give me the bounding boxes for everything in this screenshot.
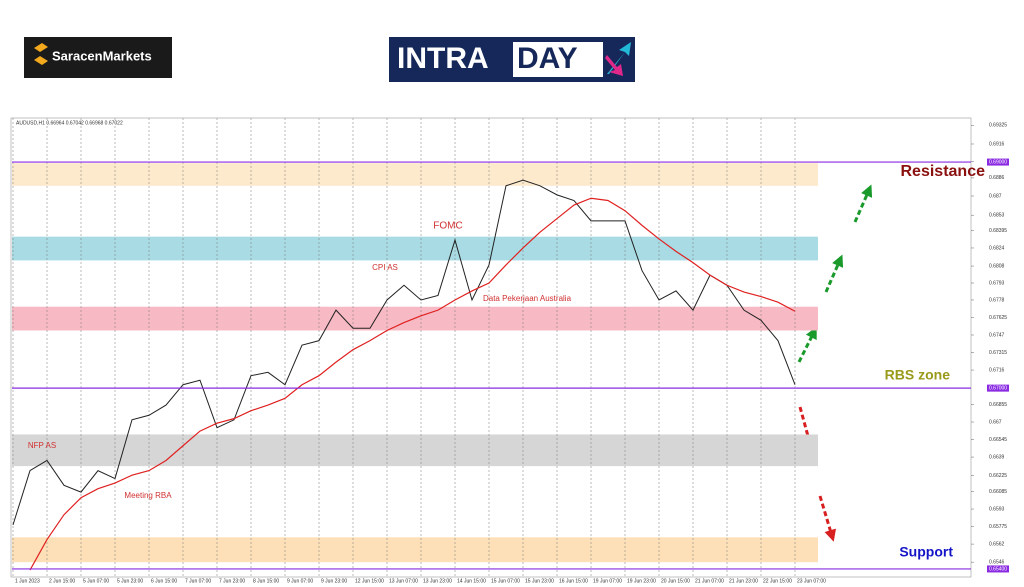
y-tick-label: 0.6747 [989, 332, 1005, 338]
x-tick-label: 2 Jun 15:00 [49, 578, 75, 584]
x-tick-label: 20 Jun 15:00 [661, 578, 690, 584]
zone [12, 537, 818, 563]
level-tag [987, 384, 1009, 392]
intraday-badge: INTRA DAY [389, 37, 635, 82]
badge-right: DAY [517, 42, 578, 75]
y-tick-label: 0.6562 [989, 541, 1005, 547]
y-tick-label: 0.667 [989, 419, 1002, 425]
y-tick-label: 0.6639 [989, 454, 1005, 460]
x-tick-label: 22 Jun 15:00 [763, 578, 792, 584]
y-tick-label: 0.67315 [989, 350, 1007, 356]
x-tick-label: 9 Jun 23:00 [321, 578, 347, 584]
x-tick-label: 16 Jun 15:00 [559, 578, 588, 584]
x-tick-label: 23 Jun 07:00 [797, 578, 826, 584]
y-tick-label: 0.6824 [989, 245, 1005, 251]
x-tick-label: 9 Jun 07:00 [287, 578, 313, 584]
y-tick-label: 0.66085 [989, 489, 1007, 495]
plot-frame [10, 117, 972, 578]
x-tick-label: 21 Jun 07:00 [695, 578, 724, 584]
x-tick-label: 6 Jun 15:00 [151, 578, 177, 584]
y-tick-label: 0.6853 [989, 213, 1005, 219]
annotation: CPI AS [372, 263, 398, 272]
level-tag-label: 0.69000 [989, 159, 1007, 165]
y-tick-label: 0.66225 [989, 473, 1007, 479]
x-tick-label: 13 Jun 23:00 [423, 578, 452, 584]
zone [12, 163, 818, 186]
x-tick-label: 19 Jun 07:00 [593, 578, 622, 584]
x-tick-label: 5 Jun 23:00 [117, 578, 143, 584]
x-tick-label: 13 Jun 07:00 [389, 578, 418, 584]
annotation: NFP AS [28, 441, 56, 450]
symbol-info: AUDUSD,H1 0.66964 0.67042 0.66968 0.6702… [16, 120, 123, 126]
plot [12, 118, 818, 578]
zone [12, 434, 818, 467]
y-tick-label: 0.687 [989, 193, 1002, 199]
x-tick-label: 15 Jun 07:00 [491, 578, 520, 584]
x-tick-label: 21 Jun 23:00 [729, 578, 758, 584]
x-tick-label: 12 Jun 15:00 [355, 578, 384, 584]
brand-logo: SaracenMarkets [24, 37, 172, 78]
x-tick-label: 8 Jun 15:00 [253, 578, 279, 584]
y-tick-label: 0.6546 [989, 560, 1005, 566]
y-tick-label: 0.66855 [989, 402, 1007, 408]
level-name: Resistance [901, 163, 986, 180]
level-tag-label: 0.65400 [989, 566, 1007, 572]
y-tick-label: 0.66545 [989, 437, 1007, 443]
annotation: Meeting RBA [124, 491, 172, 500]
y-tick-label: 0.6778 [989, 297, 1005, 303]
level-tag [987, 565, 1009, 573]
x-tick-label: 1 Jun 2023 [15, 578, 40, 584]
y-tick-label: 0.67625 [989, 315, 1007, 321]
annotation: Data Pekerjaan Australia [483, 294, 572, 303]
level-tag [987, 158, 1009, 166]
x-tick-label: 14 Jun 15:00 [457, 578, 486, 584]
y-tick-label: 0.6886 [989, 175, 1005, 181]
price-line [12, 179, 796, 526]
y-tick-label: 0.69325 [989, 123, 1007, 129]
y-tick-label: 0.6808 [989, 263, 1005, 269]
y-tick-label: 0.68395 [989, 228, 1007, 234]
brand-name: SaracenMarkets [52, 48, 152, 63]
y-tick-label: 0.65775 [989, 524, 1007, 530]
price-line [29, 197, 796, 571]
y-tick-label: 0.6593 [989, 506, 1005, 512]
zone [12, 236, 818, 261]
x-tick-label: 15 Jun 23:00 [525, 578, 554, 584]
badge-left: INTRA [397, 42, 489, 75]
y-tick-label: 0.6793 [989, 280, 1005, 286]
level-name: Support [899, 544, 953, 560]
x-tick-label: 5 Jun 07:00 [83, 578, 109, 584]
y-tick-label: 0.6716 [989, 367, 1005, 373]
level-name: RBS zone [885, 367, 951, 383]
annotation: FOMC [433, 221, 462, 232]
level-tag-label: 0.67000 [989, 385, 1007, 391]
x-tick-label: 7 Jun 07:00 [185, 578, 211, 584]
y-tick-label: 0.6916 [989, 141, 1005, 147]
x-tick-label: 19 Jun 23:00 [627, 578, 656, 584]
x-tick-label: 7 Jun 23:00 [219, 578, 245, 584]
